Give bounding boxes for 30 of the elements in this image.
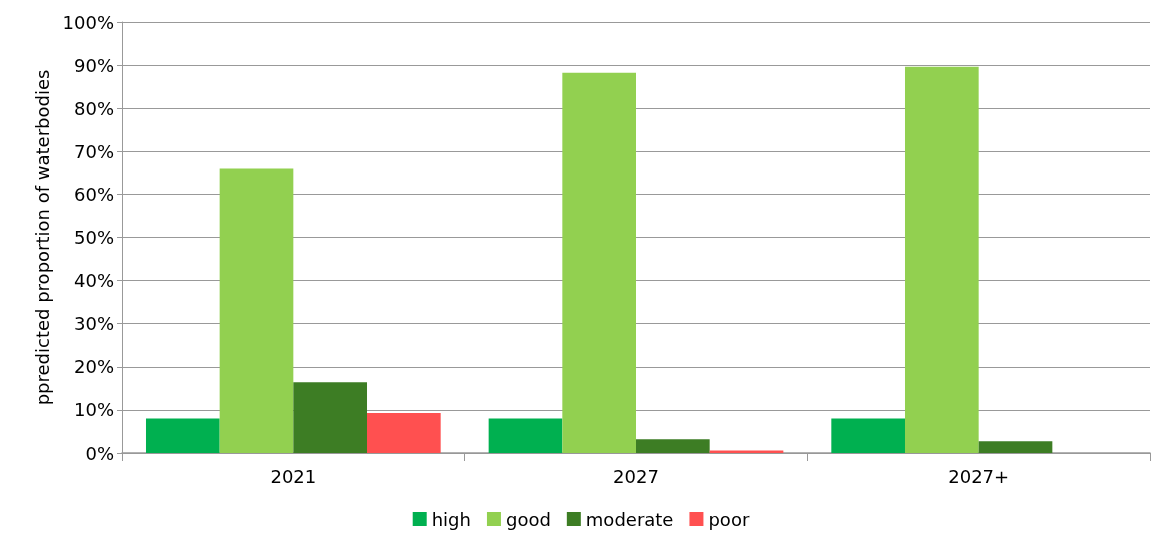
x-tick-label: 2021 bbox=[270, 465, 317, 487]
x-tick-label: 2027+ bbox=[948, 465, 1010, 487]
y-tick-label: 0% bbox=[85, 442, 114, 464]
bar bbox=[709, 450, 784, 453]
legend-label: poor bbox=[708, 508, 750, 530]
bar bbox=[831, 418, 905, 453]
bar bbox=[219, 168, 294, 453]
y-tick-label: 90% bbox=[73, 54, 114, 76]
x-tick-label: 2027 bbox=[613, 465, 659, 487]
y-tick-label: 60% bbox=[73, 183, 114, 205]
y-tick-label: 80% bbox=[73, 97, 114, 119]
y-tick-label: 70% bbox=[73, 140, 114, 162]
legend-label: good bbox=[505, 508, 551, 530]
y-tick-label: 100% bbox=[62, 11, 114, 33]
bar bbox=[367, 412, 441, 453]
legend-label: moderate bbox=[585, 508, 674, 530]
legend-label: high bbox=[431, 508, 471, 530]
y-tick-label: 10% bbox=[73, 399, 114, 421]
y-axis-title: ppredicted proportion of waterbodies bbox=[32, 69, 54, 406]
bar bbox=[145, 418, 220, 453]
y-tick-label: 40% bbox=[73, 270, 114, 292]
bar bbox=[978, 441, 1053, 453]
bar bbox=[293, 382, 368, 453]
bar bbox=[488, 418, 563, 453]
bar bbox=[904, 66, 979, 453]
bar bbox=[636, 439, 710, 453]
y-tick-label: 20% bbox=[73, 356, 114, 378]
y-tick-label: 50% bbox=[73, 227, 114, 248]
y-tick-label: 30% bbox=[73, 313, 114, 335]
bar bbox=[562, 72, 636, 453]
